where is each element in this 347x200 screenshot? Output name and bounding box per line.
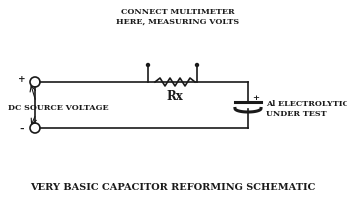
- Circle shape: [146, 64, 150, 66]
- Text: Al ELECTROLYTIC
UNDER TEST: Al ELECTROLYTIC UNDER TEST: [266, 100, 347, 118]
- Text: +: +: [252, 94, 259, 102]
- Text: -: -: [20, 123, 24, 134]
- Circle shape: [195, 64, 198, 66]
- Text: Rx: Rx: [167, 90, 183, 103]
- Text: CONNECT MULTIMETER
HERE, MEASURING VOLTS: CONNECT MULTIMETER HERE, MEASURING VOLTS: [116, 8, 239, 25]
- Text: VERY BASIC CAPACITOR REFORMING SCHEMATIC: VERY BASIC CAPACITOR REFORMING SCHEMATIC: [30, 183, 316, 192]
- Text: +: +: [18, 75, 26, 84]
- Text: DC SOURCE VOLTAGE: DC SOURCE VOLTAGE: [8, 104, 109, 112]
